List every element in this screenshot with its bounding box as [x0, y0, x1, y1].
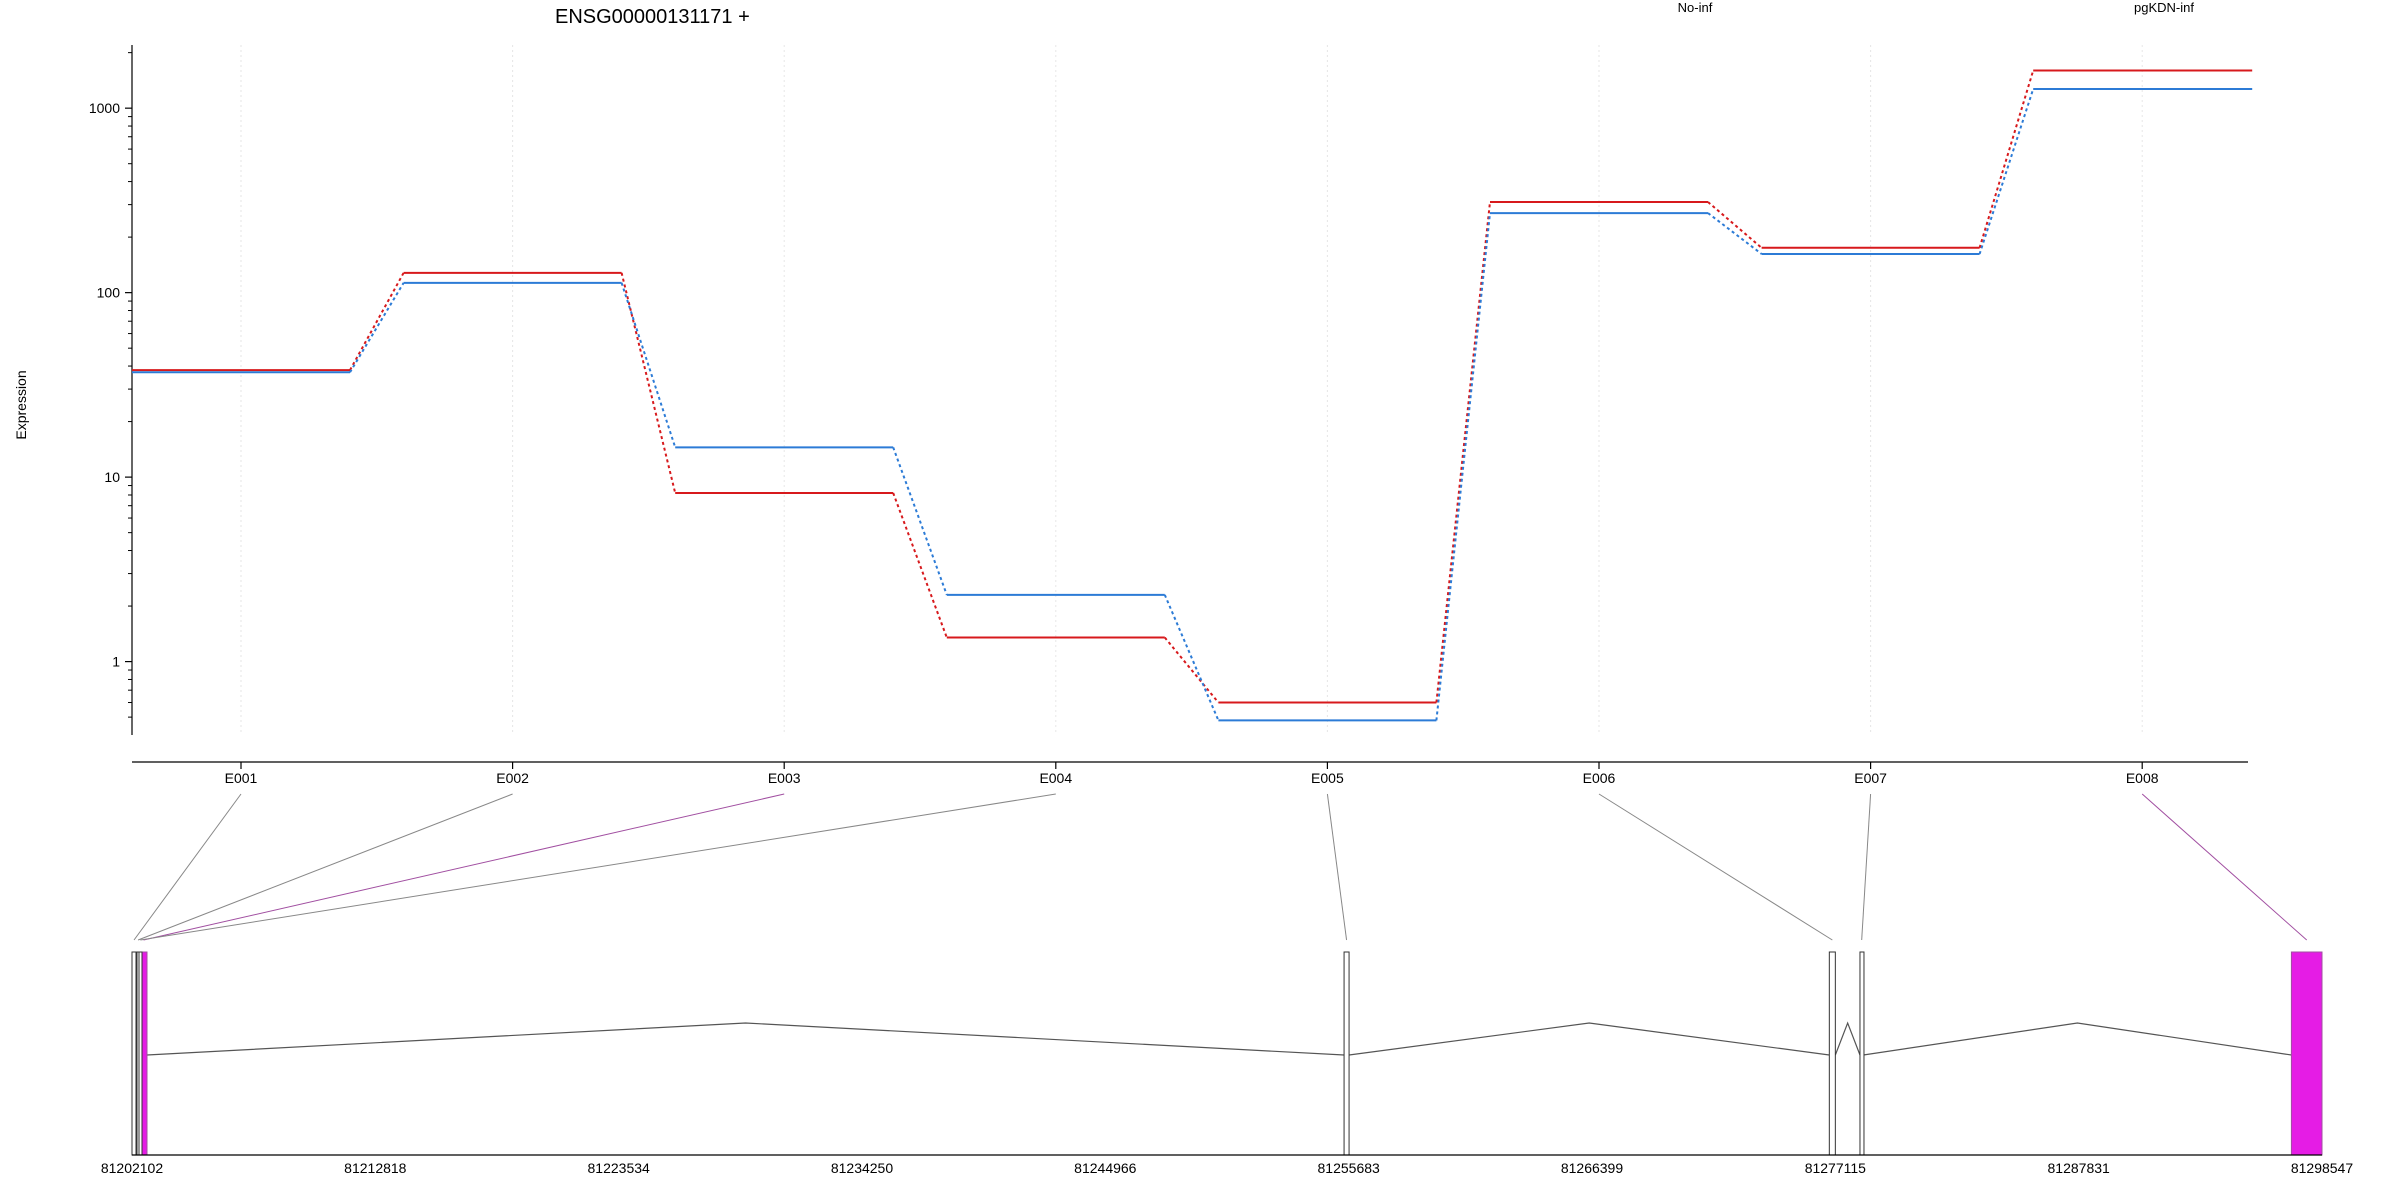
series-pgkdn-inf-step-e004 — [1163, 594, 1220, 721]
series-pgkdn-inf-step-e002 — [620, 282, 677, 448]
intron-e003-e005 — [146, 1022, 1345, 1056]
connector-e002 — [137, 793, 513, 941]
chart-title: ENSG00000131171 + — [555, 6, 750, 28]
exon-e004 — [138, 951, 143, 1156]
y-tick-label-10: 10 — [104, 469, 120, 485]
x-tick-label-e007: E007 — [1854, 770, 1887, 786]
connector-e003 — [143, 793, 785, 941]
connector-e008 — [2141, 793, 2308, 941]
series-no-inf-step-e003 — [892, 492, 948, 638]
intron-e007-e008 — [1863, 1022, 2292, 1056]
genomic-axis: 81202102 81212818 81223534 81234250 81244966… — [101, 1154, 2354, 1176]
exon-e001 — [131, 951, 137, 1156]
genomic-tick-label-81298547: 81298547 — [2291, 1160, 2354, 1176]
x-tick-label-e003: E003 — [768, 770, 801, 786]
genomic-tick-label-81234250: 81234250 — [831, 1160, 894, 1176]
intron-e005-e006 — [1348, 1022, 1830, 1056]
exon-e008 — [2290, 951, 2323, 1156]
series-pgkdn-inf-step-e006 — [1707, 212, 1763, 255]
series-pgkdn-inf — [132, 88, 2253, 722]
x-tick-label-e002: E002 — [496, 770, 529, 786]
genomic-tick-label-81244966: 81244966 — [1074, 1160, 1137, 1176]
intron-e006-e007 — [1834, 1021, 1861, 1056]
series-no-inf-step-e005 — [1435, 201, 1491, 703]
gene-model — [131, 951, 2323, 1156]
genomic-tick-label-81287831: 81287831 — [2048, 1160, 2111, 1176]
series-pgkdn-inf-step-e001 — [349, 282, 405, 373]
genomic-tick-label-81223534: 81223534 — [588, 1160, 651, 1176]
exon-connectors — [133, 793, 2308, 941]
expression-series — [132, 69, 2253, 722]
legend-label-no-inf: No-inf — [1678, 0, 1713, 15]
genomic-tick-label-81266399: 81266399 — [1561, 1160, 1624, 1176]
connector-e007 — [1861, 793, 1872, 941]
series-no-inf-step-e002 — [620, 272, 677, 494]
series-no-inf-step-e004 — [1164, 636, 1220, 704]
x-axis: E001 E002 E003 E004 E005 E006 E007 E008 — [132, 761, 2248, 786]
connector-e005 — [1326, 793, 1348, 941]
exon-e005 — [1343, 951, 1350, 1156]
genomic-tick-label-81212818: 81212818 — [344, 1160, 407, 1176]
series-no-inf-step-e007 — [1978, 70, 2035, 249]
connector-e001 — [133, 793, 242, 941]
connector-e004 — [140, 793, 1056, 941]
exon-e007 — [1859, 951, 1865, 1156]
x-tick-label-e006: E006 — [1583, 770, 1616, 786]
y-tick-label-100: 100 — [97, 285, 121, 301]
legend-label-pgkdn-inf: pgKDN-inf — [2134, 0, 2194, 15]
genomic-tick-label-81277115: 81277115 — [1805, 1160, 1866, 1176]
x-tick-label-e005: E005 — [1311, 770, 1344, 786]
series-no-inf-step-e006 — [1707, 201, 1763, 249]
y-tick-label-1000: 1000 — [89, 100, 120, 116]
x-tick-label-e004: E004 — [1039, 770, 1072, 786]
connector-e006 — [1598, 793, 1833, 941]
genomic-tick-label-81255683: 81255683 — [1318, 1160, 1381, 1176]
series-pgkdn-inf-step-e005 — [1435, 212, 1491, 721]
series-pgkdn-inf-step-e003 — [892, 447, 948, 596]
x-tick-label-e008: E008 — [2126, 770, 2159, 786]
y-axis: 1 10 100 1000 — [89, 45, 133, 735]
exon-e006 — [1828, 951, 1836, 1156]
vertical-grid — [240, 45, 2143, 735]
series-pgkdn-inf-step-e007 — [1978, 88, 2035, 255]
series-no-inf — [132, 69, 2253, 704]
x-tick-label-e001: E001 — [225, 770, 258, 786]
genomic-tick-label-81202102: 81202102 — [101, 1160, 164, 1176]
series-no-inf-step-e001 — [349, 272, 405, 371]
y-axis-label: Expression — [13, 370, 29, 439]
y-tick-label-1: 1 — [112, 654, 120, 670]
